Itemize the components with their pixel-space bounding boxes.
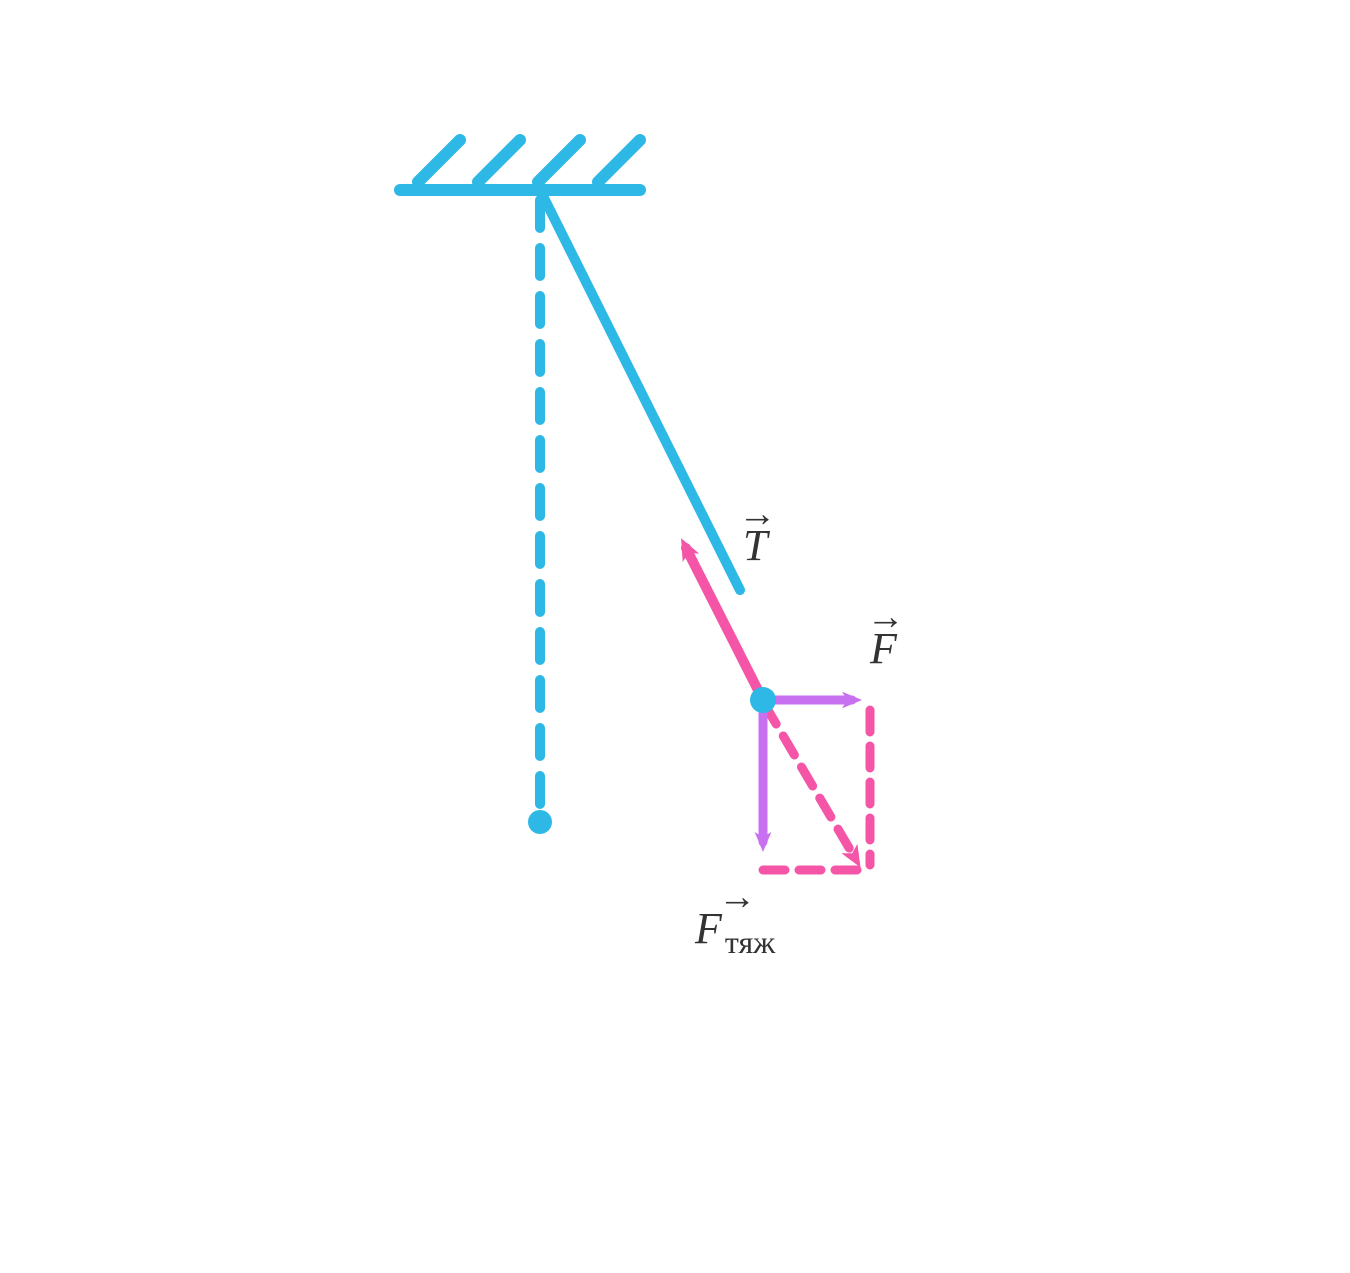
force-gravity-label: →Fтяж bbox=[695, 903, 775, 954]
ceiling-support bbox=[400, 140, 640, 190]
force-resultant-label: →F bbox=[870, 623, 897, 674]
force-parallelogram bbox=[763, 710, 870, 870]
pendulum-string bbox=[540, 190, 740, 590]
pendulum-bobs bbox=[528, 687, 776, 834]
tension-label: →T bbox=[743, 520, 767, 571]
pendulum-diagram bbox=[0, 0, 1350, 1273]
